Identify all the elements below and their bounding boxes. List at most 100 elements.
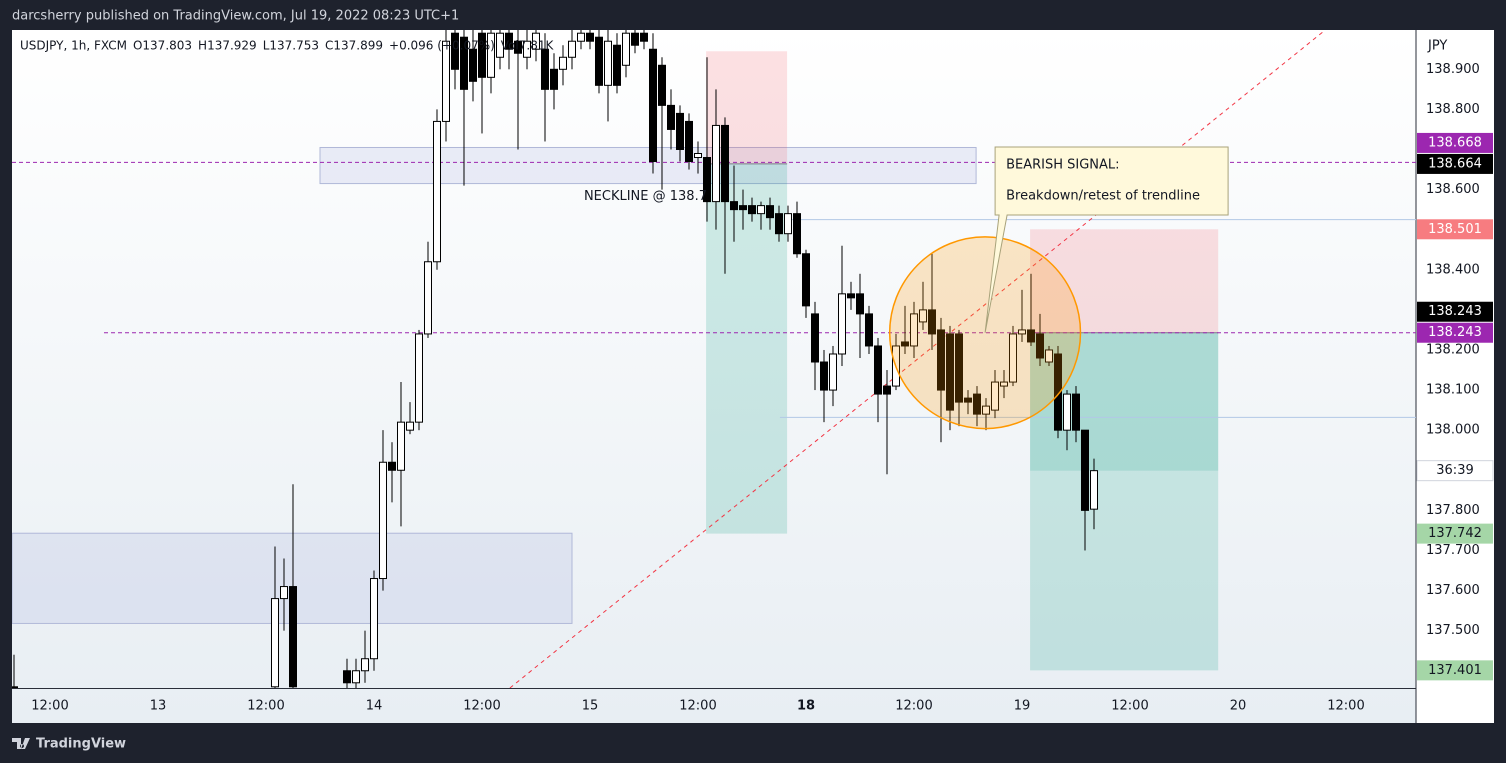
- candle: [855, 273, 864, 358]
- candle: [819, 349, 828, 423]
- stop-area: [1030, 229, 1219, 333]
- candle-body: [468, 48, 477, 82]
- candle: [693, 141, 702, 174]
- trendline: [509, 30, 1326, 688]
- y-tick-label: 137.700: [1426, 543, 1480, 558]
- candle: [621, 30, 630, 78]
- x-tick-label: 12:00: [463, 699, 500, 714]
- candle: [540, 33, 549, 142]
- price-badge: [1417, 132, 1493, 153]
- candle-body: [351, 670, 360, 684]
- candle-body: [405, 421, 414, 431]
- candle: [711, 89, 720, 230]
- candle: [882, 370, 891, 475]
- candle-body: [612, 44, 621, 86]
- candle-body: [954, 333, 963, 403]
- candle-body: [1044, 349, 1053, 363]
- candle: [729, 165, 738, 242]
- legend-item: Vol7.81K: [501, 39, 555, 53]
- candle: [423, 241, 432, 338]
- callout-text: Breakdown/retest of trendline: [1006, 189, 1200, 204]
- candle: [837, 245, 846, 367]
- y-tick-label: 138.800: [1426, 102, 1480, 117]
- candle: [396, 382, 405, 527]
- target-area: [706, 163, 788, 534]
- price-badge: [1417, 322, 1493, 343]
- candle-body: [756, 205, 765, 215]
- candle-body: [459, 36, 468, 90]
- candle: [675, 105, 684, 162]
- candle: [567, 30, 576, 70]
- price-badge: [1417, 153, 1493, 174]
- candle: [594, 30, 603, 94]
- footer-brand: TradingView: [36, 737, 126, 752]
- candle-body: [486, 32, 495, 78]
- y-tick-label: 138.000: [1426, 423, 1480, 438]
- candle: [486, 30, 495, 94]
- candle-body: [684, 120, 693, 163]
- candle: [468, 30, 477, 102]
- candle: [1071, 386, 1080, 443]
- candle-body: [495, 32, 504, 58]
- zone: [319, 146, 977, 185]
- candle: [459, 30, 468, 186]
- candle: [630, 30, 639, 54]
- candle-body: [630, 32, 639, 46]
- candle: [756, 201, 765, 230]
- candle-body: [540, 48, 549, 90]
- candle-body: [1071, 393, 1080, 431]
- candle-body: [1089, 470, 1098, 510]
- candle-body: [774, 213, 783, 235]
- candle-body: [378, 461, 387, 580]
- currency-label: JPY: [1427, 39, 1447, 54]
- legend-item: USDJPY, 1h, FXCM: [20, 39, 127, 53]
- candle: [648, 33, 657, 174]
- chart-background: [12, 30, 1494, 723]
- price-badge-label: 138.243: [1428, 304, 1482, 319]
- candle-body: [837, 293, 846, 355]
- candle-body: [963, 397, 972, 403]
- candle: [378, 430, 387, 591]
- candle-body: [909, 313, 918, 347]
- candle-body: [657, 64, 666, 106]
- candle-body: [567, 40, 576, 58]
- candle-body: [936, 329, 945, 391]
- countdown-label: 36:39: [1436, 463, 1473, 478]
- candle-body: [279, 586, 288, 600]
- candle-body: [360, 658, 369, 672]
- x-tick-label: 14: [366, 699, 383, 714]
- price-badge: [1417, 219, 1493, 240]
- candle: [288, 484, 297, 688]
- candle-body: [738, 205, 747, 211]
- y-tick-label: 137.500: [1426, 623, 1480, 638]
- candle: [792, 201, 801, 258]
- candle-body: [702, 157, 711, 203]
- candle: [846, 281, 855, 310]
- price-badge: [1417, 523, 1493, 544]
- plot-area: BEARISH SIGNAL: Breakdown/retest of trend…: [12, 30, 1416, 688]
- x-tick-label: 20: [1230, 699, 1247, 714]
- candle: [765, 197, 774, 230]
- candle-body: [792, 213, 801, 255]
- candle-body: [522, 40, 531, 58]
- candle-body: [648, 48, 657, 163]
- candle-body: [873, 345, 882, 395]
- candle: [864, 305, 873, 354]
- candle: [342, 658, 351, 688]
- candle: [639, 30, 648, 50]
- candle-body: [918, 309, 927, 323]
- candle: [270, 546, 279, 688]
- legend-item: O137.803: [133, 39, 192, 53]
- candle: [360, 630, 369, 683]
- candle: [774, 205, 783, 242]
- x-tick-label: 12:00: [895, 699, 932, 714]
- candle-body: [765, 205, 774, 219]
- candle-body: [900, 341, 909, 347]
- header-title: darcsherry published on TradingView.com,…: [12, 9, 459, 24]
- candle-body: [513, 40, 522, 54]
- y-tick-label: 138.900: [1426, 62, 1480, 77]
- candle: [873, 337, 882, 423]
- candle-body: [369, 578, 378, 660]
- candle-body: [846, 293, 855, 299]
